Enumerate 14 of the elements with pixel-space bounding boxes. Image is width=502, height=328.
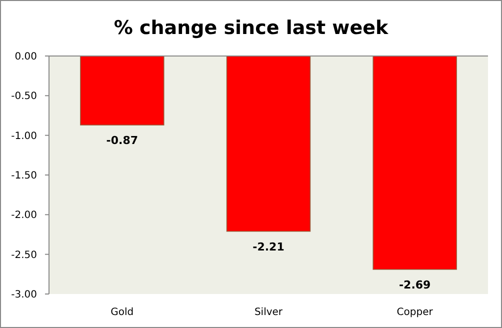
data-label: -2.21 [252,240,284,254]
chart-title: % change since last week [114,17,389,39]
y-tick-label: -1.50 [11,170,37,182]
y-tick-label: -3.00 [11,290,37,300]
y-tick-label: -2.50 [11,250,37,261]
x-tick-label: Copper [396,307,434,318]
y-tick-label: -0.50 [11,91,37,102]
y-tick-label: 0.00 [14,52,37,62]
data-label: -2.69 [398,278,431,292]
data-label: -0.87 [106,134,138,148]
x-tick-label: Silver [254,307,284,318]
y-tick-label: -1.00 [11,130,37,142]
x-tick-label: Gold [110,307,134,318]
y-tick-label: -2.00 [11,210,37,222]
